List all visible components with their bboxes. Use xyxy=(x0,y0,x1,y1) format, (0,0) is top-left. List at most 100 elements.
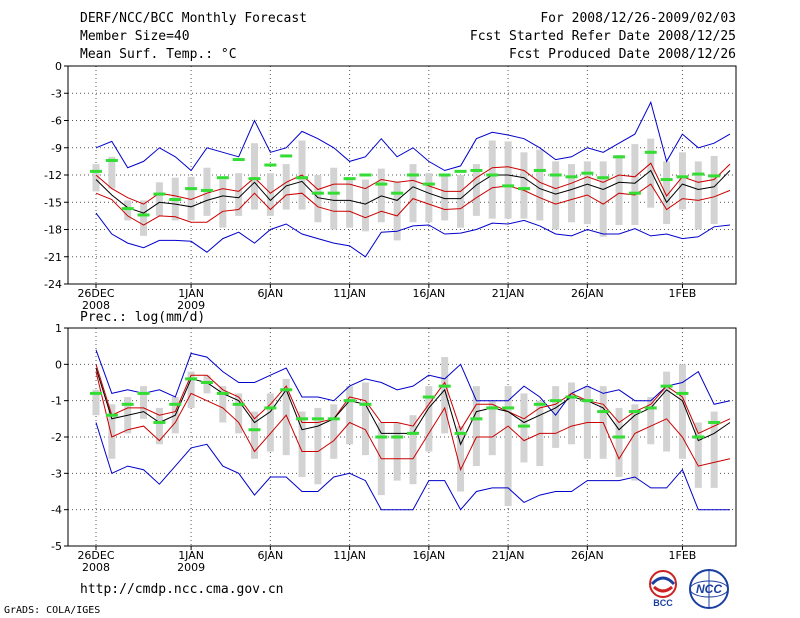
ensemble-box xyxy=(187,371,195,408)
ensemble-box xyxy=(488,400,496,456)
ensemble-box xyxy=(155,407,163,445)
y-tick-label: -24 xyxy=(44,278,62,291)
x-tick-label: 11JAN xyxy=(333,287,366,300)
x-tick-label: 6JAN xyxy=(257,549,283,562)
y-tick-label: -12 xyxy=(44,169,62,182)
ensemble-box xyxy=(266,173,274,216)
observed-marker xyxy=(200,381,213,384)
x-tick-label: 26DEC xyxy=(77,549,114,562)
observed-marker xyxy=(105,158,118,162)
x-tick-label: 6JAN xyxy=(257,287,283,300)
y-tick-label: -5 xyxy=(51,540,62,553)
observed-marker xyxy=(644,150,657,154)
ensemble-box xyxy=(568,382,575,445)
observed-marker xyxy=(454,169,467,173)
ensemble-box xyxy=(536,149,544,221)
x-tick-label: 26JAN xyxy=(571,287,604,300)
ensemble-box xyxy=(710,411,718,488)
observed-marker xyxy=(660,178,673,182)
observed-marker xyxy=(121,207,134,211)
ensemble-box xyxy=(583,161,591,225)
ncc-logo-text: NCC xyxy=(696,582,722,596)
observed-marker xyxy=(422,182,435,186)
ensemble-box xyxy=(108,156,116,189)
ensemble-box xyxy=(251,411,258,459)
ensemble-box xyxy=(647,138,655,208)
series-lower xyxy=(95,212,731,258)
observed-marker xyxy=(232,402,245,406)
x-tick-label: 16JAN xyxy=(412,287,445,300)
observed-marker xyxy=(375,435,388,439)
observed-marker xyxy=(549,173,562,177)
ensemble-box xyxy=(441,357,449,434)
ensemble-box xyxy=(631,404,639,481)
series-spread_lo xyxy=(95,183,731,226)
observed-marker xyxy=(486,173,499,177)
observed-marker xyxy=(549,399,562,403)
observed-marker xyxy=(169,402,182,406)
series-spread_lo xyxy=(95,371,731,472)
y-tick-label: 1 xyxy=(55,322,62,335)
observed-marker xyxy=(644,406,657,410)
observed-marker xyxy=(565,175,578,179)
ensemble-box xyxy=(219,386,227,423)
ensemble-box xyxy=(488,140,496,219)
ensemble-box xyxy=(615,155,623,225)
ensemble-box xyxy=(251,143,258,210)
ensemble-box xyxy=(314,175,322,223)
observed-marker xyxy=(676,175,689,179)
observed-marker xyxy=(422,395,435,399)
observed-marker xyxy=(438,384,451,388)
observed-marker xyxy=(105,413,118,417)
chart-title: DERF/NCC/BCC Monthly Forecast xyxy=(80,11,307,26)
observed-marker xyxy=(200,188,213,192)
ensemble-box xyxy=(472,386,480,467)
y-tick-label: -21 xyxy=(44,251,62,264)
observed-marker xyxy=(343,399,356,403)
observed-marker xyxy=(438,173,451,177)
observed-marker xyxy=(454,431,467,435)
bcc-logo-text: BCC xyxy=(653,598,673,608)
observed-marker xyxy=(565,395,578,399)
ensemble-box xyxy=(314,407,322,485)
series-upper xyxy=(95,349,731,417)
ensemble-box xyxy=(552,386,560,448)
ensemble-box xyxy=(361,382,369,456)
y-tick-label: -9 xyxy=(51,142,62,155)
ensemble-box xyxy=(155,182,163,216)
observed-marker xyxy=(296,417,309,421)
forecast-period: For 2008/12/26-2009/02/03 xyxy=(540,11,736,26)
ensemble-box xyxy=(108,404,116,459)
series-spread_hi xyxy=(95,364,731,435)
observed-marker xyxy=(407,173,419,177)
source-url[interactable]: http://cmdp.ncc.cma.gov.cn xyxy=(80,582,284,597)
ensemble-box xyxy=(647,397,655,445)
observed-marker xyxy=(628,191,641,195)
observed-marker xyxy=(676,391,689,395)
ensemble-box xyxy=(678,364,686,459)
observed-marker xyxy=(137,391,150,395)
observed-marker xyxy=(280,388,293,392)
series-mean xyxy=(95,169,731,214)
ensemble-box xyxy=(330,167,338,230)
observed-marker xyxy=(581,399,594,403)
observed-marker xyxy=(470,168,483,172)
ensemble-box xyxy=(504,386,512,507)
ncc-logo: NCC xyxy=(689,569,729,609)
observed-marker xyxy=(90,169,102,173)
observed-marker xyxy=(185,377,198,381)
ensemble-box xyxy=(615,407,623,477)
y-tick-label: 0 xyxy=(55,60,62,73)
ensemble-box xyxy=(330,404,338,459)
ensemble-box xyxy=(504,141,512,219)
observed-marker xyxy=(597,176,610,180)
observed-marker xyxy=(311,417,324,421)
observed-marker xyxy=(597,410,610,414)
ensemble-box xyxy=(425,386,433,452)
ensemble-box xyxy=(409,164,417,223)
x-tick-label: 21JAN xyxy=(492,549,525,562)
y-tick-label: -15 xyxy=(44,196,62,209)
observed-marker xyxy=(343,177,356,181)
ensemble-box xyxy=(140,200,148,236)
